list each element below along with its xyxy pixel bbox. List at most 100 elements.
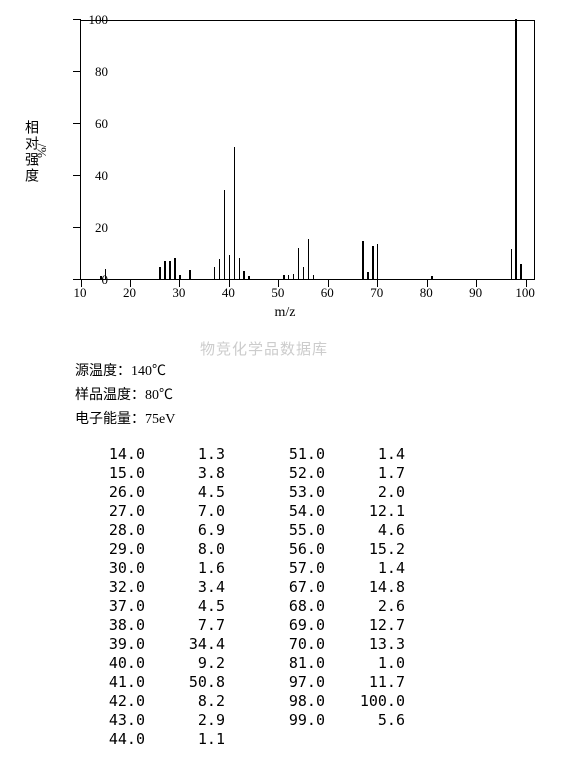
table-row: 42.08.298.0100.0 [75,692,405,711]
cell-mz-left: 39.0 [75,635,145,654]
cell-mz-right: 81.0 [225,654,325,673]
spectrum-bar [224,190,226,279]
cell-int-left: 1.1 [145,730,225,749]
cell-mz-left: 40.0 [75,654,145,673]
table-row: 43.02.999.05.6 [75,711,405,730]
table-row: 30.01.657.01.4 [75,559,405,578]
table-row: 15.03.852.01.7 [75,464,405,483]
cell-int-left: 7.7 [145,616,225,635]
cell-int-right: 11.7 [325,673,405,692]
mass-spectrum-chart: 相对强度 %/ m/z 0204060801001020304050607080… [0,0,570,340]
cell-mz-left: 42.0 [75,692,145,711]
cell-int-left: 34.4 [145,635,225,654]
spectrum-bar [377,244,379,279]
cell-int-right: 12.1 [325,502,405,521]
cell-int-right: 1.0 [325,654,405,673]
cell-int-right: 13.3 [325,635,405,654]
cell-int-left: 4.5 [145,483,225,502]
cell-int-left: 4.5 [145,597,225,616]
cell-int-right: 1.7 [325,464,405,483]
cell-mz-right: 69.0 [225,616,325,635]
cell-int-right: 2.6 [325,597,405,616]
electron-energy-row: 电子能量：75eV [75,408,175,432]
cell-mz-right: 70.0 [225,635,325,654]
cell-int-right: 4.6 [325,521,405,540]
cell-int-left: 1.6 [145,559,225,578]
electron-energy-value: 75eV [145,412,175,427]
cell-int-right: 5.6 [325,711,405,730]
x-tick-label: 100 [515,285,535,301]
y-tick-label: 60 [78,116,108,132]
cell-int-left: 7.0 [145,502,225,521]
cell-mz-left: 15.0 [75,464,145,483]
cell-mz-right: 98.0 [225,692,325,711]
y-tick-label: 100 [78,12,108,28]
cell-int-left: 8.0 [145,540,225,559]
cell-int-left: 2.9 [145,711,225,730]
y-tick-label: 20 [78,220,108,236]
x-axis-label: m/z [275,305,296,321]
cell-int-right: 1.4 [325,445,405,464]
cell-mz-right: 99.0 [225,711,325,730]
spectrum-bar [248,276,250,279]
spectrum-bar [362,241,364,279]
x-tick-label: 50 [271,285,284,301]
spectrum-bar [293,274,295,279]
cell-mz-left: 27.0 [75,502,145,521]
spectrum-bar [164,261,166,279]
cell-mz-left: 26.0 [75,483,145,502]
cell-mz-left: 44.0 [75,730,145,749]
cell-mz-right: 53.0 [225,483,325,502]
table-row: 32.03.467.014.8 [75,578,405,597]
cell-mz-right: 55.0 [225,521,325,540]
spectrum-bar [283,275,285,279]
cell-mz-right: 68.0 [225,597,325,616]
spectrum-bar [298,248,300,279]
spectrum-bar [219,259,221,279]
x-tick-label: 40 [222,285,235,301]
cell-int-left: 3.4 [145,578,225,597]
cell-mz-left: 29.0 [75,540,145,559]
y-axis-label-sym: %/ [34,144,50,158]
spectrum-bar [288,275,290,279]
sample-temp-row: 样品温度：80℃ [75,384,175,408]
sample-temp-value: 80℃ [145,388,173,403]
cell-int-left: 6.9 [145,521,225,540]
plot-area [80,20,535,280]
spectrum-bar [520,264,522,279]
table-row: 37.04.568.02.6 [75,597,405,616]
spectrum-bar [243,271,245,279]
spectrum-bar [189,270,191,279]
table-row: 41.050.897.011.7 [75,673,405,692]
x-tick-label: 70 [370,285,383,301]
x-tick-label: 80 [420,285,433,301]
spectrum-bar [308,239,310,279]
x-tick-label: 90 [469,285,482,301]
spectrum-bar [229,255,231,279]
parameters-block: 源温度：140℃ 样品温度：80℃ 电子能量：75eV [75,360,175,432]
spectrum-bar [372,246,374,279]
spectrum-bar [159,267,161,279]
cell-mz-left: 41.0 [75,673,145,692]
y-tick-label: 40 [78,168,108,184]
cell-int-left: 50.8 [145,673,225,692]
x-tick-label: 60 [321,285,334,301]
cell-int-right: 15.2 [325,540,405,559]
table-row: 38.07.769.012.7 [75,616,405,635]
electron-energy-label: 电子能量： [75,412,145,427]
cell-mz-left: 30.0 [75,559,145,578]
table-row: 26.04.553.02.0 [75,483,405,502]
cell-int-right: 2.0 [325,483,405,502]
spectrum-bar [515,19,517,279]
spectrum-bar [174,258,176,279]
x-tick-label: 20 [123,285,136,301]
cell-mz-left: 37.0 [75,597,145,616]
cell-int-right: 14.8 [325,578,405,597]
cell-int-left: 9.2 [145,654,225,673]
cell-mz-left: 38.0 [75,616,145,635]
cell-int-left: 3.8 [145,464,225,483]
table-row: 29.08.056.015.2 [75,540,405,559]
cell-int-right: 12.7 [325,616,405,635]
cell-mz-right: 56.0 [225,540,325,559]
spectrum-bar [214,267,216,279]
